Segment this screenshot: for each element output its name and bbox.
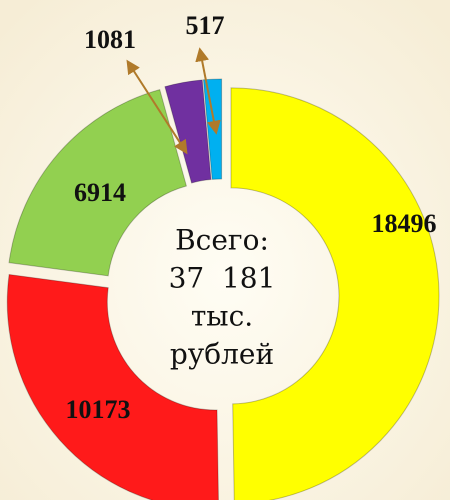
center-text: рублей (170, 338, 274, 371)
leader-arrow (126, 59, 188, 155)
donut-slice (6, 273, 219, 500)
center-text: Всего: (175, 224, 269, 257)
data-label: 10173 (66, 395, 131, 424)
data-label: 18496 (372, 209, 437, 238)
donut-slice (230, 87, 440, 500)
leader-arrow (195, 47, 221, 135)
center-text: 37 181 (169, 262, 276, 295)
data-label: 6914 (74, 178, 126, 207)
data-label: 517 (186, 11, 225, 40)
center-text: тыс. (191, 300, 253, 333)
data-label: 1081 (84, 25, 136, 54)
labels: 18496 10173 6914 1081 517 Всего: 37 181 тыс. руб… (66, 11, 437, 424)
